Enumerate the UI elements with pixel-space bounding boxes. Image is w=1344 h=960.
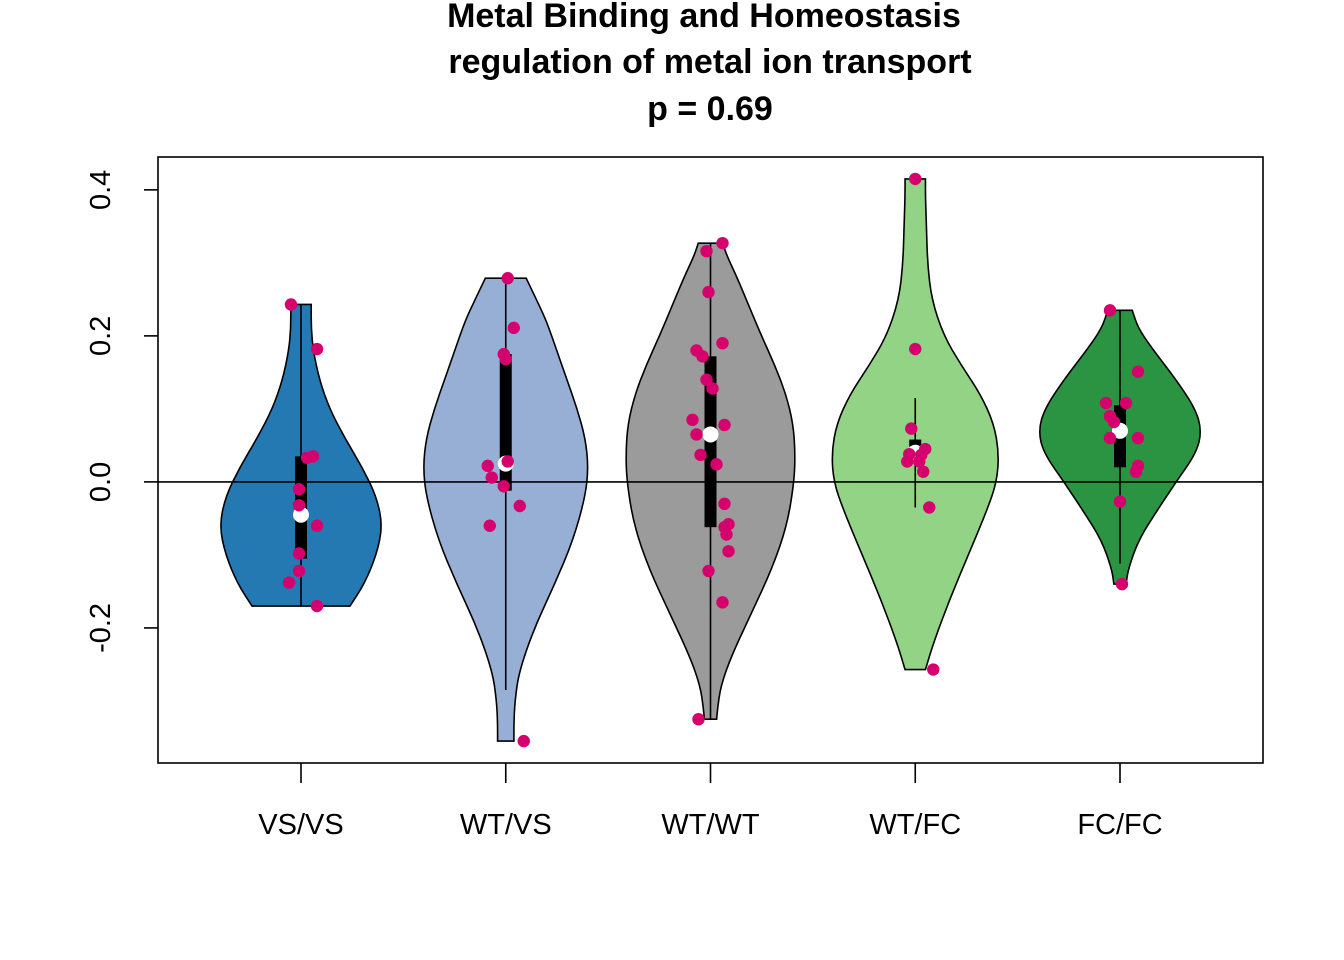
y-tick-label: 0.4	[85, 170, 117, 210]
data-point	[696, 350, 709, 363]
y-tick-label: -0.2	[85, 603, 117, 653]
data-point	[1103, 304, 1117, 317]
data-point	[720, 528, 733, 541]
x-tick-label: WT/FC	[869, 809, 961, 841]
data-point	[1103, 431, 1117, 445]
axes: -0.2 0.0 0.2 0.4 VS/VS WT/VS WT/WT WT/FC FC/FC	[85, 156, 1264, 841]
title-line-3: p = 0.69	[647, 90, 773, 128]
data-point	[1107, 415, 1121, 429]
data-point	[292, 499, 306, 512]
data-point	[1119, 396, 1133, 410]
data-point	[1131, 365, 1145, 378]
data-point	[706, 382, 719, 395]
data-point	[909, 342, 922, 356]
data-point	[700, 244, 713, 258]
data-point	[1129, 465, 1143, 478]
data-point	[1131, 431, 1145, 445]
data-point	[1099, 396, 1113, 410]
data-point	[292, 564, 306, 578]
data-point	[300, 451, 314, 465]
x-tick-label: WT/VS	[460, 809, 552, 841]
data-point	[485, 471, 498, 484]
data-point	[513, 499, 526, 513]
data-point	[905, 422, 918, 435]
data-point	[1115, 577, 1129, 591]
data-point	[718, 497, 731, 511]
title-line-2: regulation of metal ion transport	[448, 43, 971, 81]
data-point	[710, 458, 723, 471]
data-point	[310, 519, 324, 532]
data-point	[310, 599, 324, 613]
data-point	[702, 564, 715, 578]
violin-group-fc-fc	[1039, 309, 1201, 585]
data-point	[694, 448, 707, 462]
data-point	[716, 336, 729, 350]
chart-title: Metal Binding and Homeostasis regulation…	[447, 0, 972, 128]
data-point	[507, 321, 520, 335]
data-point	[292, 483, 306, 496]
data-point	[917, 465, 930, 478]
y-tick-label: 0.0	[85, 462, 117, 502]
data-point	[692, 712, 705, 726]
title-line-1: Metal Binding and Homeostasis	[447, 0, 961, 35]
data-point	[923, 501, 936, 514]
plot-area	[158, 172, 1263, 748]
data-point	[310, 342, 324, 356]
data-point	[497, 480, 510, 493]
data-point	[909, 172, 922, 186]
data-point	[716, 596, 729, 609]
x-tick-label: FC/FC	[1077, 809, 1162, 841]
data-point	[284, 298, 298, 311]
data-point	[927, 663, 940, 676]
violin-group-vs-vs	[220, 303, 382, 607]
median-point	[702, 426, 719, 443]
data-point	[1113, 495, 1127, 508]
data-point	[483, 519, 496, 532]
data-point	[722, 545, 735, 558]
data-point	[499, 353, 512, 366]
data-point	[686, 413, 699, 427]
data-point	[700, 373, 713, 386]
data-point	[501, 455, 514, 468]
y-tick-label: 0.2	[85, 316, 117, 356]
data-point	[517, 734, 530, 748]
violin-group-wt-vs	[423, 277, 589, 742]
data-point	[481, 459, 494, 473]
data-point	[292, 547, 306, 560]
data-point	[690, 428, 703, 441]
data-point	[913, 455, 926, 468]
data-point	[702, 285, 715, 299]
data-point	[718, 418, 731, 432]
data-point	[716, 236, 729, 250]
x-tick-label: WT/WT	[661, 809, 760, 841]
data-point	[501, 272, 514, 285]
data-point	[282, 576, 296, 589]
data-point	[901, 455, 914, 468]
x-tick-label: VS/VS	[258, 809, 343, 841]
